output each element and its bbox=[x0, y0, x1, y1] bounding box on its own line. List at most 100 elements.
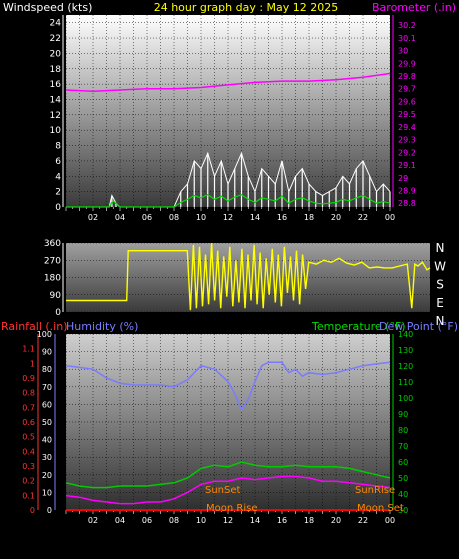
tick-label: 50 bbox=[398, 474, 408, 483]
tick-label: 06 bbox=[142, 213, 152, 222]
dewpoint-line bbox=[65, 475, 391, 505]
tick-label: 29.1 bbox=[398, 161, 416, 170]
tick-label: 100 bbox=[398, 394, 413, 403]
tick-label: 14 bbox=[250, 213, 260, 222]
tick-label: 90 bbox=[42, 348, 52, 357]
tick-label: 29 bbox=[398, 174, 408, 183]
wind-direction-line bbox=[66, 242, 431, 311]
tick-label: 16 bbox=[277, 516, 287, 525]
temperature-axis: 30 40 50 60 70 80 90 100 110 120 130 140 bbox=[392, 330, 413, 515]
barometer-title: Barometer (.in) bbox=[372, 1, 456, 14]
tick-label: 00 bbox=[385, 213, 395, 222]
tick-label: 02 bbox=[88, 516, 98, 525]
tick-label: 1 bbox=[30, 359, 35, 368]
tick-label: 10 bbox=[50, 126, 62, 136]
tick-label: 08 bbox=[169, 516, 179, 525]
tick-label: 0.6 bbox=[22, 418, 35, 427]
temperature-title: Temperature (°F) bbox=[311, 320, 406, 333]
tick-label: 14 bbox=[50, 95, 62, 105]
graph-title: 24 hour graph day : May 12 2025 bbox=[154, 1, 339, 14]
tick-label: 20 bbox=[331, 516, 341, 525]
tick-label: 40 bbox=[398, 490, 408, 499]
direction-series bbox=[66, 242, 431, 311]
tick-label: 120 bbox=[398, 362, 413, 371]
barometer-line bbox=[65, 72, 391, 93]
tick-label: 12 bbox=[223, 213, 233, 222]
tick-label: 0 bbox=[55, 308, 61, 318]
tick-label: 50 bbox=[42, 418, 52, 427]
tick-label: 0.3 bbox=[22, 462, 35, 471]
moonrise-label: Moon Rise bbox=[206, 503, 257, 514]
tick-label: 70 bbox=[42, 383, 52, 392]
tick-label: 29.7 bbox=[398, 85, 416, 94]
tick-label: 24 bbox=[50, 19, 62, 29]
tick-label: 16 bbox=[277, 213, 287, 222]
compass-label: E bbox=[436, 296, 444, 310]
direction-degrees-axis: 0 90 180 270 360 bbox=[44, 239, 64, 318]
tick-label: 29.8 bbox=[398, 72, 416, 81]
sunrise-label: SunRise bbox=[355, 485, 395, 496]
tick-label: 4 bbox=[55, 172, 61, 182]
tick-label: 28.9 bbox=[398, 186, 416, 195]
tick-label: 0.7 bbox=[22, 403, 35, 412]
dewpoint-title: Dew Point (°F) bbox=[379, 320, 458, 333]
windspeed-title: Windspeed (kts) bbox=[3, 1, 92, 14]
tick-label: 30.2 bbox=[398, 21, 416, 30]
environment-grid bbox=[65, 333, 391, 511]
tick-label: 29.5 bbox=[398, 110, 416, 119]
tick-label: 140 bbox=[398, 330, 413, 339]
tick-label: 20 bbox=[50, 49, 62, 59]
tick-label: 06 bbox=[142, 516, 152, 525]
temperature-line bbox=[65, 461, 391, 489]
tick-label: 18 bbox=[304, 213, 314, 222]
tick-label: 0.8 bbox=[22, 389, 35, 398]
tick-label: 12 bbox=[50, 111, 61, 121]
environment-series bbox=[65, 361, 391, 511]
tick-label: 12 bbox=[223, 516, 233, 525]
tick-label: 30 bbox=[398, 47, 408, 56]
tick-label: 29.9 bbox=[398, 59, 416, 68]
tick-label: 80 bbox=[42, 365, 52, 374]
tick-label: 16 bbox=[50, 80, 62, 90]
compass-label: N bbox=[436, 241, 445, 255]
compass-label: W bbox=[434, 259, 446, 273]
hour-axis: 02 04 06 08 10 12 14 16 18 20 22 00 bbox=[65, 207, 395, 222]
tick-label: 20 bbox=[42, 471, 52, 480]
tick-label: 90 bbox=[50, 291, 62, 301]
tick-label: 0 bbox=[55, 203, 61, 213]
tick-label: 29.3 bbox=[398, 136, 416, 145]
tick-label: 270 bbox=[44, 256, 61, 266]
sunset-label: SunSet bbox=[205, 485, 241, 496]
tick-label: 10 bbox=[196, 516, 206, 525]
tick-label: 29.4 bbox=[398, 123, 416, 132]
tick-label: 6 bbox=[55, 157, 61, 167]
tick-label: 80 bbox=[398, 426, 408, 435]
tick-label: 90 bbox=[398, 410, 408, 419]
wind-series bbox=[65, 72, 391, 208]
humidity-axis: 0 10 20 30 40 50 60 70 80 90 100 bbox=[37, 330, 56, 515]
rainfall-title: Rainfall (.in) bbox=[1, 320, 68, 333]
tick-label: 0.2 bbox=[22, 477, 35, 486]
gust-line bbox=[66, 151, 391, 208]
tick-label: 0 bbox=[30, 506, 35, 515]
tick-label: 130 bbox=[398, 346, 413, 355]
tick-label: 18 bbox=[304, 516, 314, 525]
tick-label: 1.1 bbox=[22, 345, 35, 354]
compass-label: N bbox=[436, 314, 445, 328]
wind-grid bbox=[65, 15, 391, 208]
tick-label: 10 bbox=[196, 213, 206, 222]
windspeed-line bbox=[66, 194, 391, 208]
tick-label: 360 bbox=[44, 239, 61, 249]
tick-label: 18 bbox=[50, 65, 62, 75]
tick-label: 30 bbox=[398, 506, 408, 515]
tick-label: 20 bbox=[331, 213, 341, 222]
tick-label: 28.8 bbox=[398, 199, 416, 208]
tick-label: 0.5 bbox=[22, 433, 35, 442]
tick-label: 14 bbox=[250, 516, 260, 525]
tick-label: 22 bbox=[358, 516, 368, 525]
tick-label: 180 bbox=[44, 274, 61, 284]
tick-label: 30.1 bbox=[398, 34, 416, 43]
tick-label: 08 bbox=[169, 213, 179, 222]
